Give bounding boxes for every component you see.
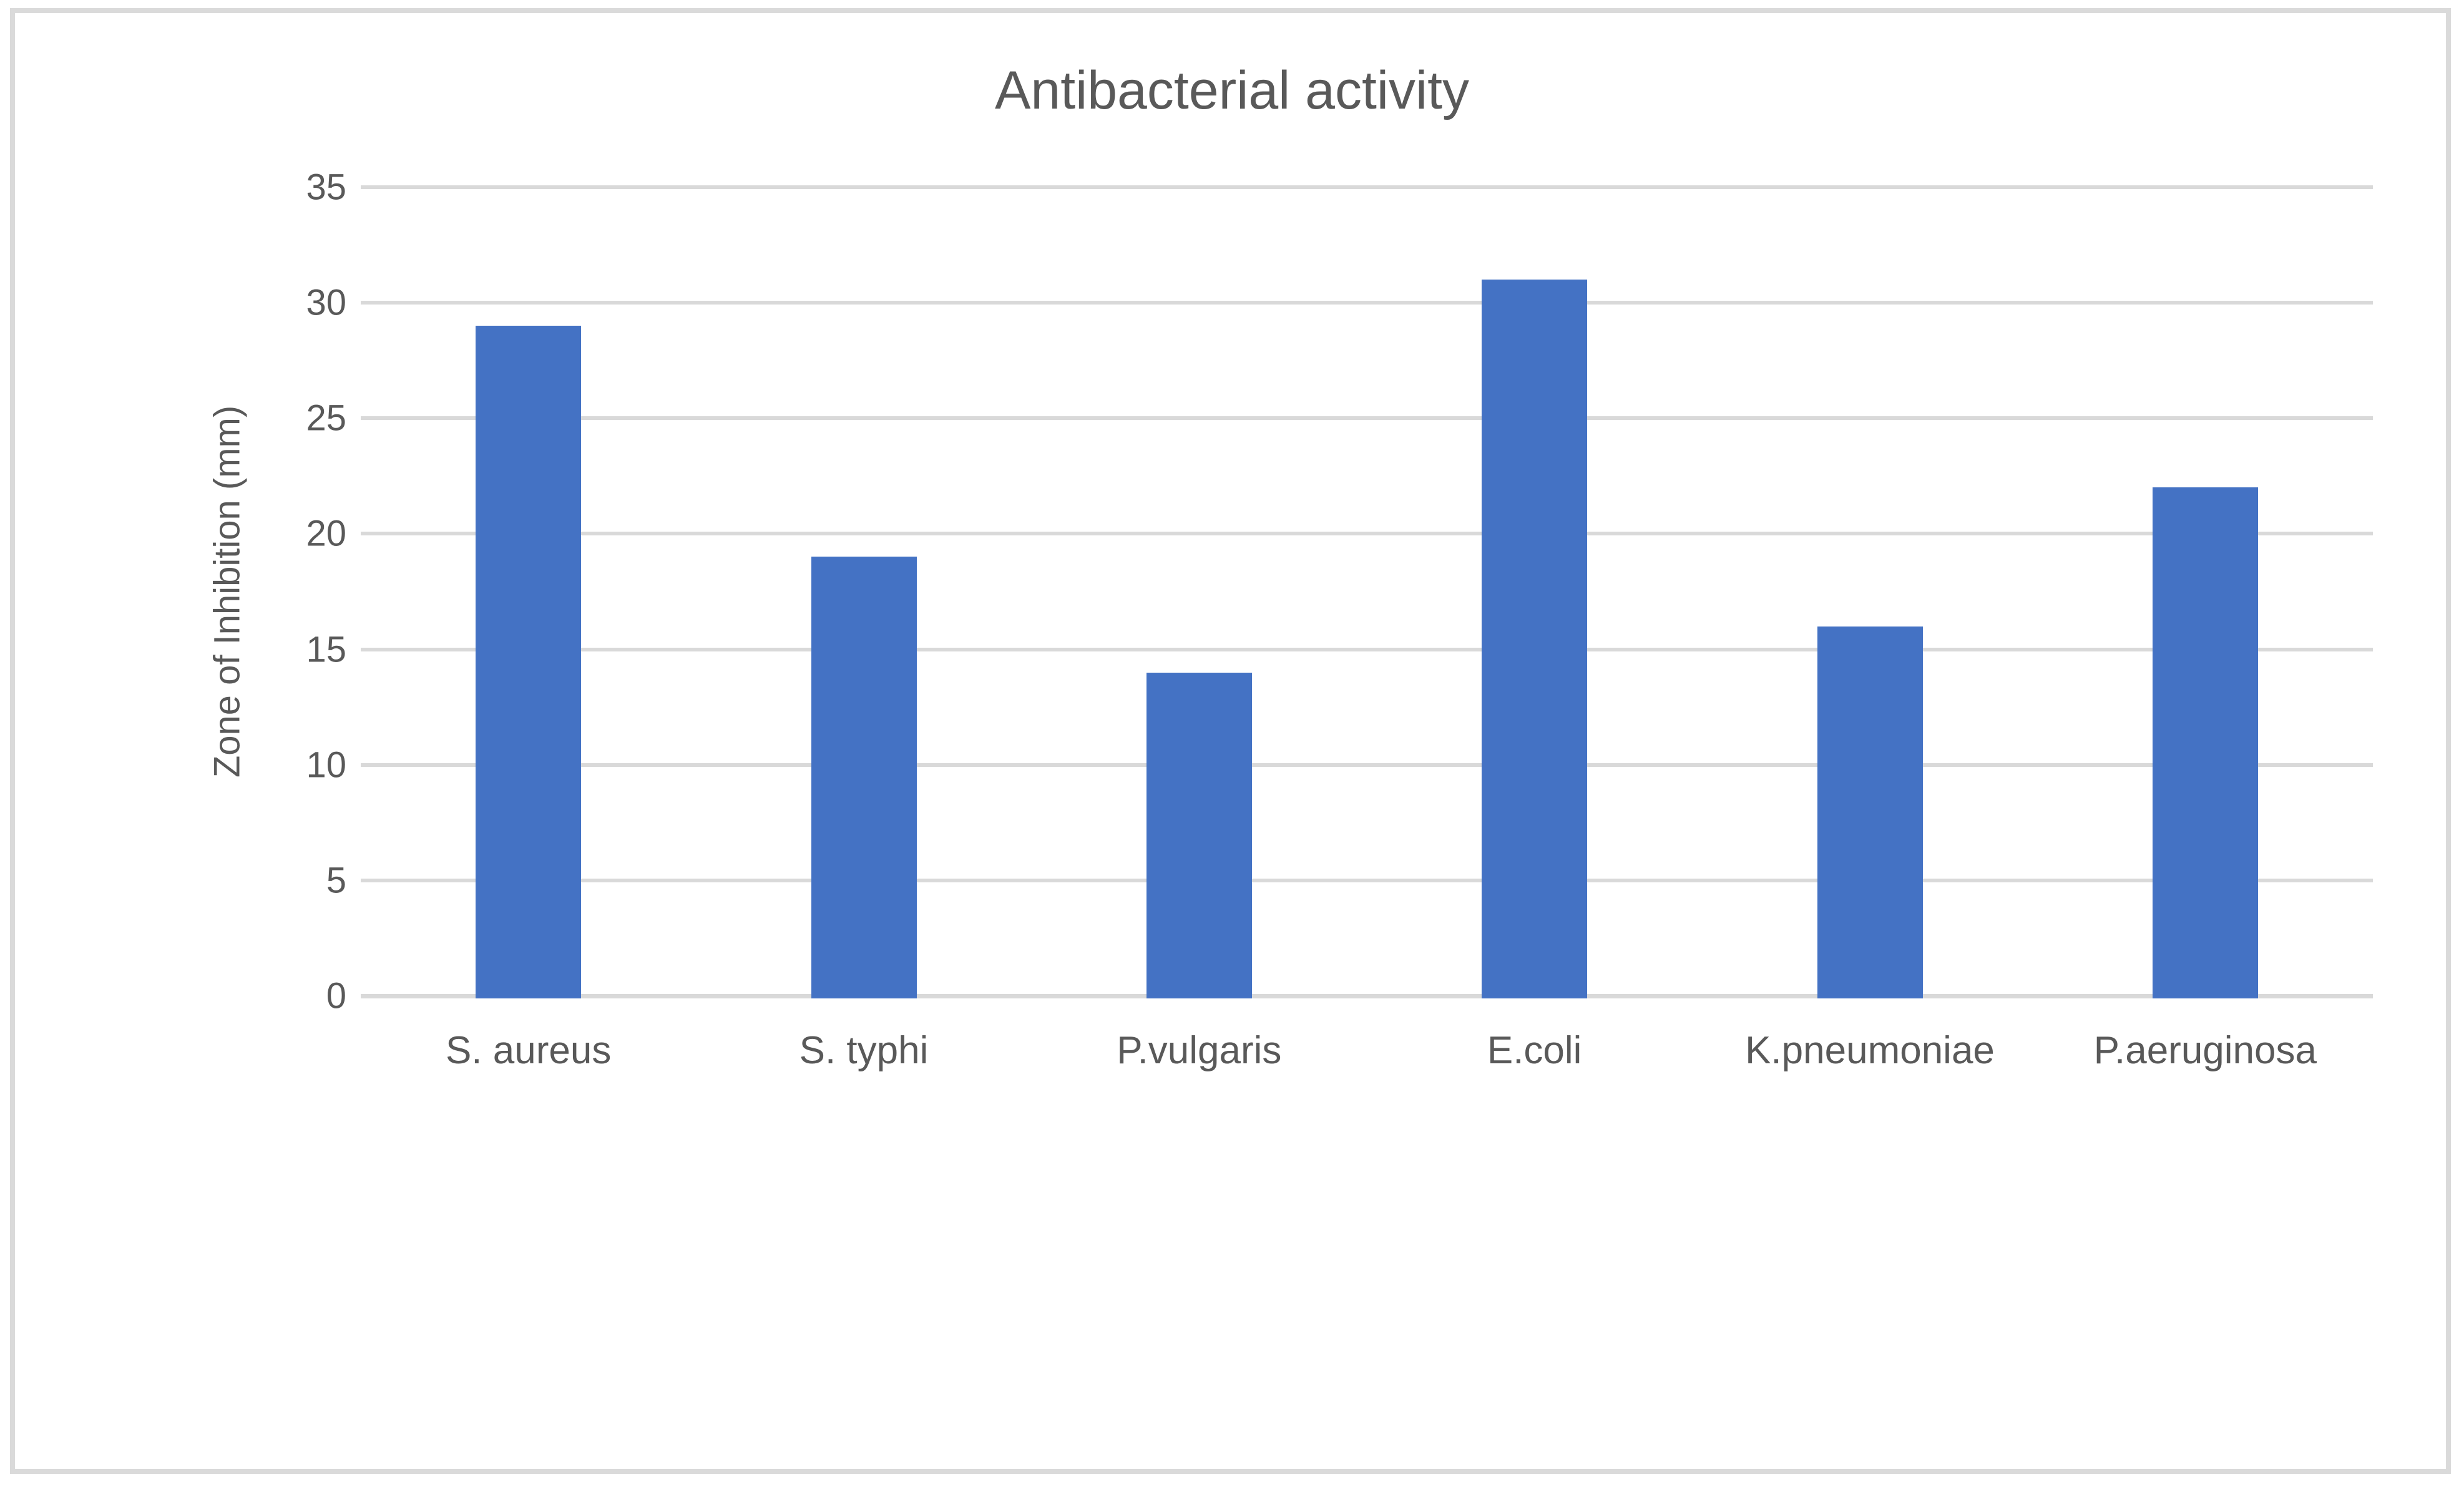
gridline-y-15: [361, 647, 2373, 651]
chart-title: Antibacterial activity: [995, 61, 1469, 120]
gridline-y-25: [361, 416, 2373, 421]
y-tick-label-30: 30: [306, 282, 346, 323]
x-axis-line: [361, 994, 2373, 998]
gridline-y-10: [361, 763, 2373, 767]
y-tick-label-10: 10: [306, 744, 346, 786]
x-category-label-e-coli: E.coli: [1487, 1029, 1582, 1072]
y-tick-label-20: 20: [306, 513, 346, 554]
x-category-label-s-aureus: S. aureus: [445, 1029, 612, 1072]
y-tick-label-25: 25: [306, 397, 346, 439]
x-category-label-p-vulgaris: P.vulgaris: [1117, 1029, 1282, 1072]
gridline-y-35: [361, 185, 2373, 189]
gridline-y-20: [361, 532, 2373, 536]
gridline-y-30: [361, 301, 2373, 305]
bar-s-aureus: [476, 326, 582, 998]
x-category-label-s-typhi: S. typhi: [799, 1029, 929, 1072]
y-tick-label-35: 35: [306, 167, 346, 208]
y-tick-label-0: 0: [326, 975, 346, 1017]
gridline-y-5: [361, 878, 2373, 882]
y-tick-label-5: 5: [326, 860, 346, 901]
y-tick-label-15: 15: [306, 629, 346, 670]
x-category-label-p-aeruginosa: P.aeruginosa: [2093, 1029, 2317, 1072]
x-category-label-k-pneumoniae: K.pneumoniae: [1745, 1029, 1995, 1072]
bar-p-vulgaris: [1146, 672, 1252, 998]
bar-e-coli: [1482, 280, 1588, 998]
bar-k-pneumoniae: [1817, 626, 1923, 998]
bar-s-typhi: [811, 557, 917, 998]
bar-p-aeruginosa: [2152, 487, 2258, 998]
